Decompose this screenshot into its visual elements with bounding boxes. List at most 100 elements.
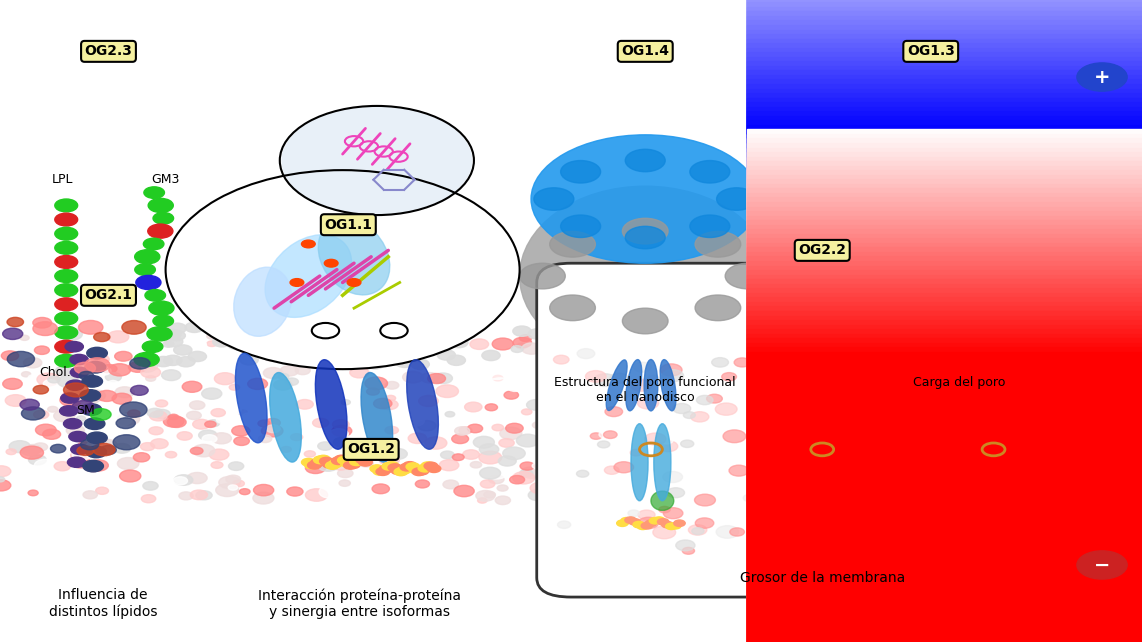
Circle shape: [645, 520, 657, 526]
Circle shape: [484, 491, 496, 498]
Circle shape: [1035, 202, 1056, 214]
Ellipse shape: [606, 360, 627, 410]
Circle shape: [833, 521, 844, 528]
Circle shape: [316, 455, 330, 463]
Circle shape: [55, 312, 78, 325]
FancyBboxPatch shape: [747, 207, 1142, 598]
Circle shape: [57, 376, 79, 388]
Circle shape: [86, 361, 106, 373]
Circle shape: [933, 208, 962, 223]
Circle shape: [379, 454, 400, 465]
Circle shape: [528, 329, 546, 339]
Circle shape: [115, 386, 135, 397]
Circle shape: [140, 367, 161, 378]
Circle shape: [65, 342, 83, 352]
Circle shape: [959, 211, 983, 225]
Circle shape: [594, 356, 612, 367]
Circle shape: [1018, 164, 1036, 175]
Circle shape: [958, 400, 974, 410]
FancyBboxPatch shape: [747, 0, 1142, 307]
Circle shape: [311, 349, 329, 360]
Ellipse shape: [235, 353, 267, 443]
Circle shape: [532, 422, 545, 428]
Circle shape: [668, 494, 681, 501]
Circle shape: [813, 431, 830, 440]
Circle shape: [501, 424, 520, 435]
Circle shape: [769, 398, 780, 404]
Circle shape: [819, 229, 854, 248]
Circle shape: [83, 460, 104, 472]
Circle shape: [169, 414, 178, 420]
Circle shape: [1032, 435, 1046, 443]
Circle shape: [338, 458, 356, 469]
Circle shape: [67, 380, 80, 387]
Circle shape: [263, 349, 283, 361]
FancyBboxPatch shape: [747, 116, 1142, 507]
Circle shape: [692, 528, 703, 535]
Circle shape: [928, 207, 964, 226]
Circle shape: [809, 523, 820, 530]
FancyBboxPatch shape: [747, 0, 1142, 298]
Circle shape: [19, 475, 41, 487]
Circle shape: [558, 485, 581, 497]
FancyBboxPatch shape: [747, 93, 1142, 484]
Circle shape: [311, 390, 333, 402]
Circle shape: [571, 399, 589, 409]
FancyBboxPatch shape: [747, 0, 1142, 375]
Circle shape: [593, 426, 606, 434]
Circle shape: [883, 427, 895, 434]
Circle shape: [312, 323, 339, 338]
Circle shape: [580, 353, 593, 360]
Circle shape: [504, 391, 518, 399]
Circle shape: [401, 318, 419, 329]
Circle shape: [633, 521, 644, 528]
Circle shape: [995, 353, 1007, 360]
Circle shape: [338, 469, 353, 478]
Circle shape: [110, 413, 132, 426]
Circle shape: [71, 456, 90, 468]
Circle shape: [492, 338, 514, 350]
Circle shape: [216, 483, 239, 496]
Circle shape: [116, 418, 136, 429]
Circle shape: [144, 238, 164, 250]
FancyBboxPatch shape: [747, 107, 1142, 498]
FancyBboxPatch shape: [747, 0, 1142, 357]
Circle shape: [625, 517, 636, 523]
Circle shape: [228, 462, 243, 471]
Circle shape: [965, 204, 995, 220]
Circle shape: [887, 423, 903, 432]
Circle shape: [748, 449, 759, 456]
Circle shape: [85, 418, 105, 429]
Circle shape: [915, 213, 949, 232]
Circle shape: [55, 354, 78, 367]
Circle shape: [637, 397, 659, 409]
Circle shape: [97, 473, 106, 478]
Circle shape: [319, 485, 341, 498]
Circle shape: [834, 441, 854, 453]
FancyBboxPatch shape: [747, 0, 1142, 361]
FancyBboxPatch shape: [747, 170, 1142, 561]
Circle shape: [1002, 201, 1037, 221]
Circle shape: [868, 491, 880, 498]
Circle shape: [555, 439, 569, 447]
Circle shape: [85, 358, 110, 372]
Circle shape: [509, 476, 524, 484]
FancyBboxPatch shape: [747, 102, 1142, 493]
Circle shape: [1030, 540, 1044, 548]
Circle shape: [855, 381, 876, 393]
Circle shape: [940, 233, 979, 255]
Circle shape: [613, 354, 632, 364]
Circle shape: [322, 460, 336, 468]
Circle shape: [1016, 520, 1028, 526]
Circle shape: [320, 457, 333, 465]
Circle shape: [867, 381, 884, 390]
Circle shape: [606, 350, 625, 360]
FancyBboxPatch shape: [537, 263, 1125, 597]
Circle shape: [232, 426, 250, 436]
Circle shape: [986, 518, 1006, 530]
Ellipse shape: [234, 267, 291, 336]
Circle shape: [578, 345, 596, 355]
Circle shape: [841, 523, 852, 529]
Circle shape: [570, 390, 585, 398]
Circle shape: [81, 404, 102, 415]
